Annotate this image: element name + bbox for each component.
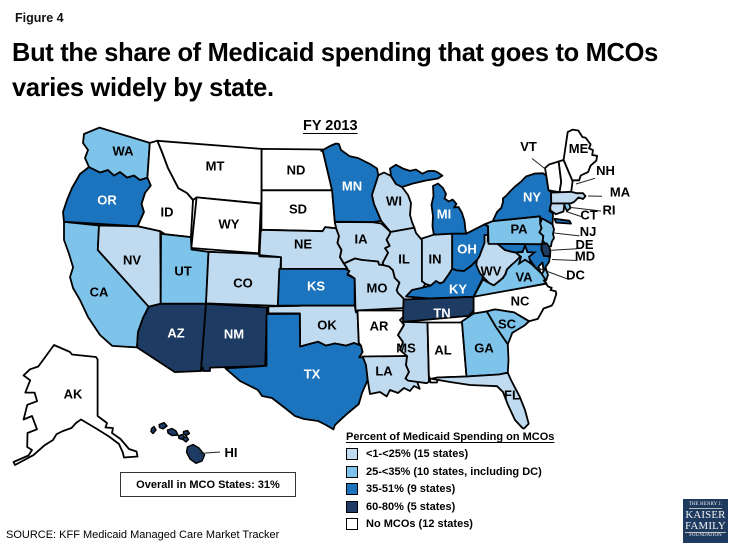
svg-text:AK: AK xyxy=(64,387,83,402)
svg-text:MA: MA xyxy=(610,185,631,200)
svg-text:DE: DE xyxy=(575,237,593,252)
svg-text:VT: VT xyxy=(520,139,537,154)
svg-text:MT: MT xyxy=(206,159,225,174)
svg-text:DC: DC xyxy=(566,268,585,283)
svg-text:LA: LA xyxy=(375,364,393,379)
svg-text:MD: MD xyxy=(575,249,595,264)
svg-text:WA: WA xyxy=(113,144,135,159)
svg-text:ND: ND xyxy=(287,163,306,178)
svg-text:NJ: NJ xyxy=(580,224,597,239)
svg-text:WI: WI xyxy=(386,194,402,209)
svg-text:PA: PA xyxy=(510,222,528,237)
svg-text:WY: WY xyxy=(219,217,240,232)
svg-text:NM: NM xyxy=(224,327,244,342)
svg-text:HI: HI xyxy=(225,445,238,460)
svg-text:OH: OH xyxy=(457,242,477,257)
svg-text:ME: ME xyxy=(569,141,589,156)
svg-text:MO: MO xyxy=(367,281,388,296)
svg-text:TN: TN xyxy=(433,306,450,321)
svg-text:MS: MS xyxy=(396,341,416,356)
svg-text:KS: KS xyxy=(307,279,325,294)
svg-text:FL: FL xyxy=(504,388,520,403)
svg-text:AL: AL xyxy=(434,343,451,358)
svg-text:CA: CA xyxy=(90,285,109,300)
svg-text:NH: NH xyxy=(596,163,615,178)
svg-text:RI: RI xyxy=(603,203,616,218)
svg-text:OR: OR xyxy=(97,193,117,208)
svg-text:IL: IL xyxy=(398,252,410,267)
svg-text:VA: VA xyxy=(515,270,533,285)
svg-text:AZ: AZ xyxy=(167,326,184,341)
svg-text:TX: TX xyxy=(304,367,321,382)
svg-text:MN: MN xyxy=(342,179,362,194)
svg-text:CO: CO xyxy=(233,276,253,291)
svg-text:MI: MI xyxy=(437,207,451,222)
svg-text:OK: OK xyxy=(317,318,337,333)
svg-text:WV: WV xyxy=(481,264,502,279)
svg-text:NE: NE xyxy=(294,237,312,252)
svg-text:NC: NC xyxy=(511,294,530,309)
svg-text:KY: KY xyxy=(449,282,467,297)
svg-text:IA: IA xyxy=(355,232,369,247)
svg-text:UT: UT xyxy=(174,264,191,279)
svg-text:GA: GA xyxy=(474,341,494,356)
svg-text:IN: IN xyxy=(429,252,442,267)
svg-text:NV: NV xyxy=(123,253,141,268)
svg-text:ID: ID xyxy=(161,205,174,220)
svg-text:SD: SD xyxy=(289,202,307,217)
svg-text:NY: NY xyxy=(523,190,541,205)
svg-text:AR: AR xyxy=(370,319,389,334)
svg-text:SC: SC xyxy=(498,317,517,332)
svg-text:CT: CT xyxy=(580,208,597,223)
